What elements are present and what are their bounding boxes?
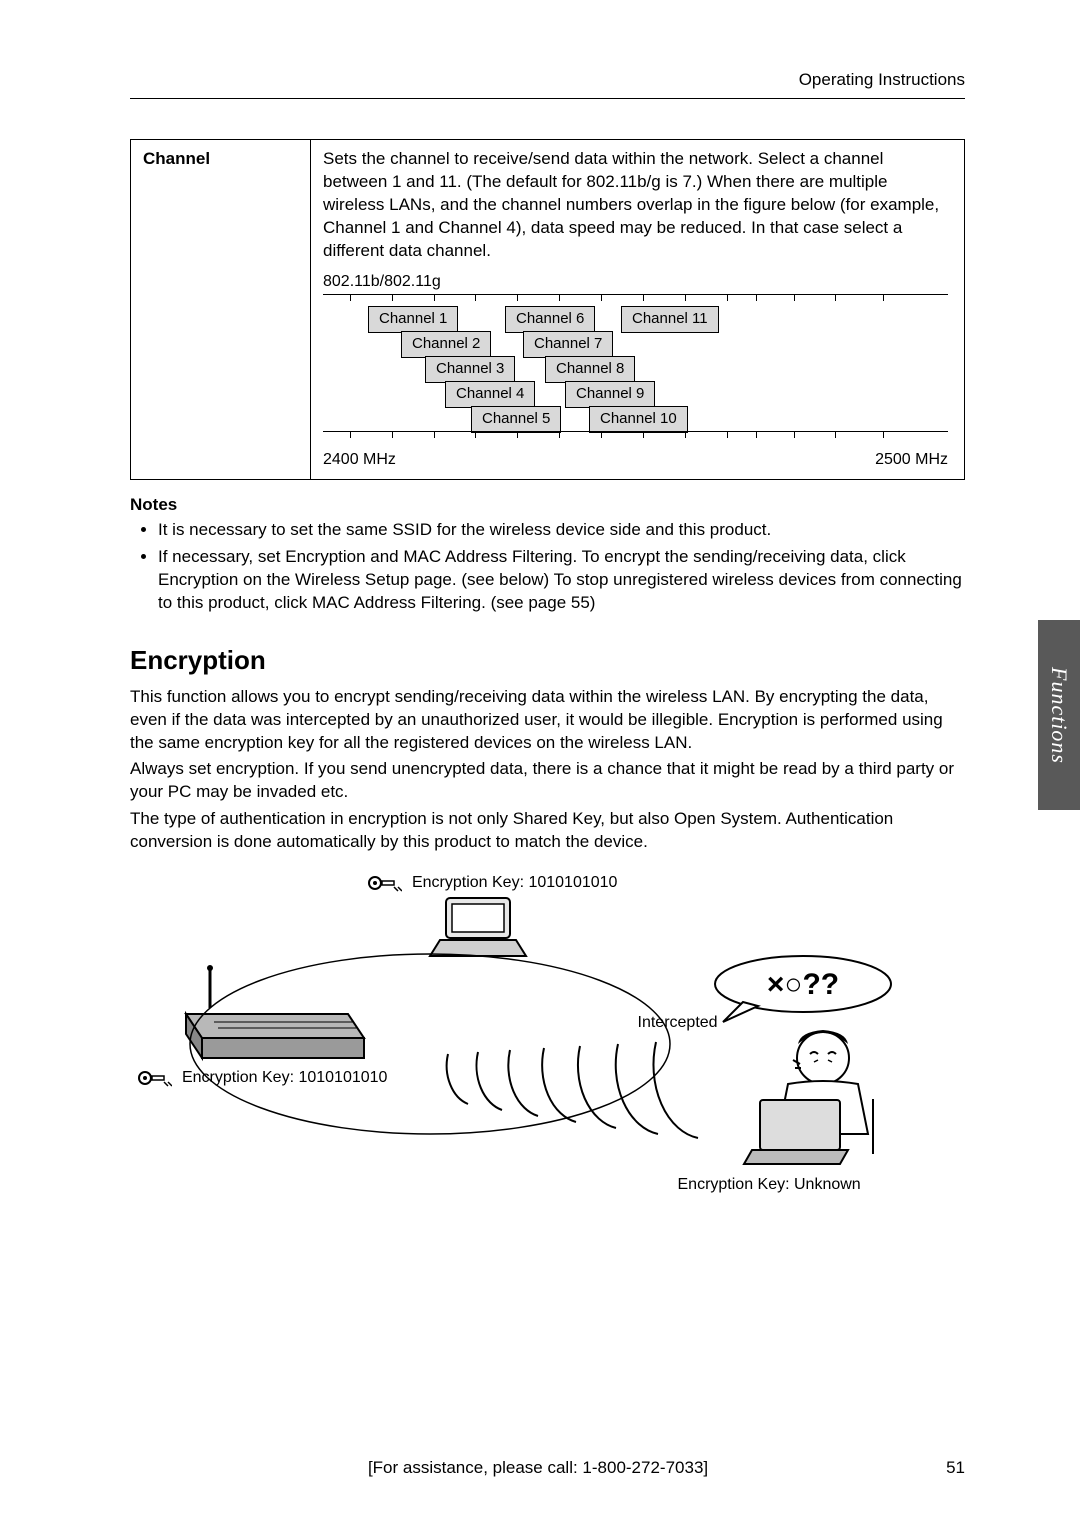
diagram-title: 802.11b/802.11g (323, 271, 952, 293)
tick-row-bottom (323, 431, 948, 443)
note-item: It is necessary to set the same SSID for… (158, 519, 965, 542)
channel-box: Channel 2 (401, 331, 491, 357)
encryption-p3: The type of authentication in encryption… (130, 808, 965, 854)
freq-low: 2400 MHz (323, 449, 396, 471)
svg-text:×○??: ×○?? (766, 968, 838, 1001)
key-icon (368, 874, 402, 892)
speech-bubble: ×○?? (703, 954, 893, 1024)
channel-box: Channel 7 (523, 331, 613, 357)
channel-box: Channel 9 (565, 381, 655, 407)
channel-box: Channel 5 (471, 406, 561, 432)
channel-cell: Sets the channel to receive/send data wi… (311, 140, 965, 480)
notes-list: It is necessary to set the same SSID for… (130, 519, 965, 615)
channel-box: Channel 10 (589, 406, 688, 432)
channel-description: Sets the channel to receive/send data wi… (323, 148, 952, 263)
page-footer: [For assistance, please call: 1-800-272-… (130, 1458, 965, 1478)
person-icon (728, 1024, 918, 1184)
tick-row-top (323, 294, 948, 306)
notes-heading: Notes (130, 495, 965, 515)
channel-table: Channel Sets the channel to receive/send… (130, 139, 965, 480)
encryption-heading: Encryption (130, 645, 965, 676)
channel-box: Channel 8 (545, 356, 635, 382)
radio-waves (188, 934, 768, 1154)
freq-diagram: 802.11b/802.11g Channel 1Channel 2Channe… (323, 263, 952, 471)
channel-box: Channel 1 (368, 306, 458, 332)
top-key-label: Encryption Key: 1010101010 (368, 874, 618, 892)
page-header: Operating Instructions (130, 70, 965, 99)
footer-assist: [For assistance, please call: 1-800-272-… (130, 1458, 946, 1478)
channel-box: Channel 6 (505, 306, 595, 332)
channel-boxes: Channel 1Channel 2Channel 3Channel 4Chan… (323, 306, 948, 431)
encryption-illustration: Encryption Key: 1010101010 Encryption Ke… (138, 874, 958, 1214)
channel-label: Channel (131, 140, 311, 480)
unknown-key-label: Encryption Key: Unknown (678, 1176, 861, 1194)
channel-box: Channel 11 (621, 306, 719, 332)
freq-high: 2500 MHz (875, 449, 948, 471)
footer-page: 51 (946, 1458, 965, 1478)
encryption-p2: Always set encryption. If you send unenc… (130, 758, 965, 804)
note-item: If necessary, set Encryption and MAC Add… (158, 546, 965, 615)
encryption-p1: This function allows you to encrypt send… (130, 686, 965, 755)
channel-box: Channel 3 (425, 356, 515, 382)
side-tab-functions: Functions (1038, 620, 1080, 810)
channel-box: Channel 4 (445, 381, 535, 407)
key-icon (138, 1069, 172, 1087)
